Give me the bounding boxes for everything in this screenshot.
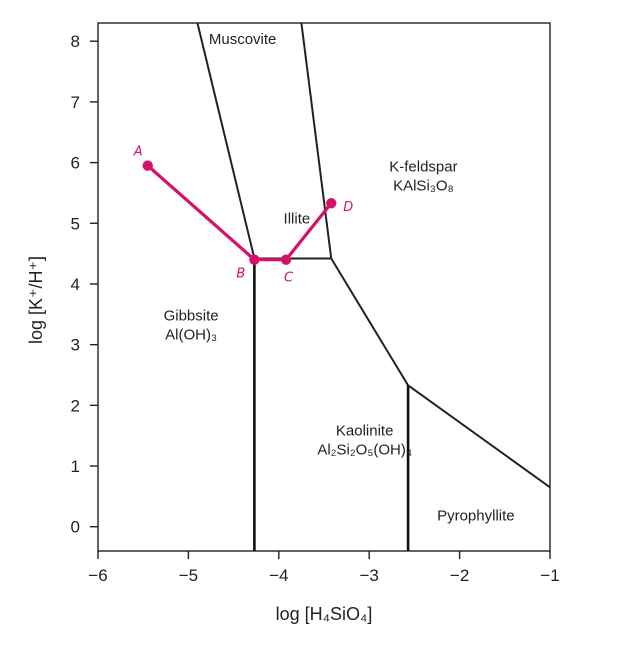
y-tick-label: 5 <box>71 214 80 233</box>
boundary-muscovite-gibbsite <box>196 22 256 259</box>
field-label-pyrophyllite: Pyrophyllite <box>437 508 515 525</box>
reaction-path: A B C D <box>133 145 354 286</box>
point-label-C: C <box>284 271 294 286</box>
point-label-B: B <box>236 267 245 282</box>
x-tick-label: −1 <box>540 566 559 585</box>
plot-frame <box>97 22 551 552</box>
phase-boundaries <box>196 22 551 551</box>
y-axis: 0 1 2 3 4 5 6 7 8 <box>71 32 98 537</box>
field-label-kfeldspar: K-feldspar <box>389 159 457 176</box>
y-tick-label: 7 <box>71 93 80 112</box>
y-tick-label: 4 <box>71 275 80 294</box>
boundary-muscovite-kfeldspar <box>300 22 333 259</box>
boundary-kfeldspar-pyrophyllite <box>407 384 551 489</box>
x-tick-label: −6 <box>88 566 107 585</box>
series-line <box>146 164 333 262</box>
field-label-muscovite: Muscovite <box>209 31 277 48</box>
point-C <box>280 254 292 265</box>
boundary-kfeldspar-kaolinite <box>330 257 409 386</box>
field-label-kaolinite: Al₂Si₂O₅(OH)₄ <box>317 442 412 459</box>
point-label-D: D <box>343 200 353 215</box>
x-axis-title: log [H₄SiO₄] <box>276 604 373 624</box>
field-label-kaolinite: Kaolinite <box>336 423 394 440</box>
x-tick-label: −2 <box>450 566 469 585</box>
field-label-gibbsite: Gibbsite <box>164 307 219 324</box>
y-axis-title: log [K⁺/H⁺] <box>26 256 46 344</box>
y-tick-label: 3 <box>71 336 80 355</box>
point-D <box>326 198 337 209</box>
field-label-illite: Illite <box>284 210 311 227</box>
y-tick-label: 6 <box>71 154 80 173</box>
phase-field-labels: Muscovite K-feldspar KAlSi₃O₈ Illite Gibbsit… <box>164 31 515 524</box>
x-axis: −6 −5 −4 −3 −2 −1 <box>88 551 560 585</box>
x-tick-label: −3 <box>360 566 379 585</box>
x-tick-label: −4 <box>269 566 288 585</box>
y-tick-label: 2 <box>71 396 80 415</box>
point-A <box>142 160 153 171</box>
field-label-gibbsite: Al(OH)₃ <box>165 326 217 343</box>
y-tick-label: 0 <box>71 518 80 537</box>
x-tick-label: −5 <box>179 566 198 585</box>
point-label-A: A <box>133 145 143 160</box>
field-label-kfeldspar: KAlSi₃O₈ <box>393 178 454 195</box>
y-tick-label: 8 <box>71 32 80 51</box>
y-tick-label: 1 <box>71 457 80 476</box>
point-B <box>249 254 260 265</box>
